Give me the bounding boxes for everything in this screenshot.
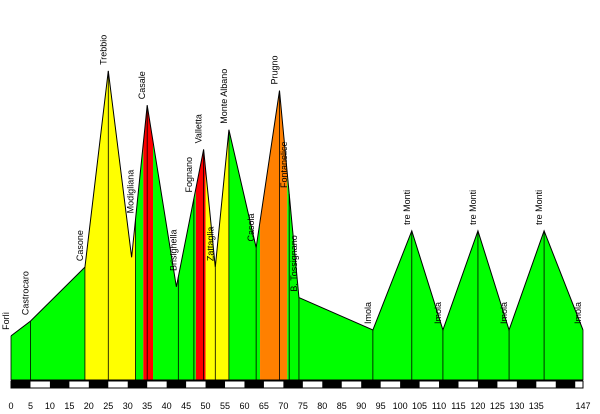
x-tick-label: 0 bbox=[8, 401, 13, 411]
place-label: Monte Albano bbox=[219, 69, 229, 124]
x-tick-label: 40 bbox=[162, 401, 172, 411]
segment-fill-5 bbox=[153, 141, 179, 380]
segment-fill-11 bbox=[279, 90, 288, 380]
segment-fill-7 bbox=[195, 149, 206, 380]
x-tick-label: 50 bbox=[201, 401, 211, 411]
x-tick-label: 70 bbox=[278, 401, 288, 411]
place-guide-lines bbox=[10, 70, 584, 380]
scale-bar-block bbox=[127, 381, 148, 388]
place-label: Fontanelice bbox=[279, 142, 289, 189]
scale-bar-block bbox=[11, 381, 31, 388]
scale-bar-block bbox=[516, 381, 537, 388]
place-label: tre Monti bbox=[534, 190, 544, 225]
place-label: tre Monti bbox=[468, 190, 478, 225]
scale-bar-block bbox=[88, 381, 109, 388]
segment-fill-6 bbox=[178, 188, 196, 380]
scale-bar-block bbox=[166, 381, 187, 388]
x-tick-label: 110 bbox=[432, 401, 446, 411]
x-tick-label: 55 bbox=[220, 401, 230, 411]
x-tick-label: 10 bbox=[45, 401, 55, 411]
x-tick-label: 75 bbox=[298, 401, 308, 411]
x-tick-label: 120 bbox=[470, 401, 485, 411]
scale-bar-block bbox=[400, 381, 420, 388]
x-tick-label: 100 bbox=[393, 401, 408, 411]
segment-fill-12 bbox=[287, 173, 299, 380]
x-tick-label: 85 bbox=[337, 401, 347, 411]
segment-fill-9 bbox=[228, 129, 261, 380]
profile-line bbox=[10, 70, 584, 337]
x-tick-label: 95 bbox=[376, 401, 386, 411]
place-label: Prugno bbox=[269, 55, 279, 84]
x-axis-ticks: 0 5 10 15 20 25 30 35 40 45 50 55 60 65 70 75 80 85 90 95 10… bbox=[8, 401, 590, 411]
place-label: Casone bbox=[75, 230, 85, 261]
x-tick-label: 80 bbox=[317, 401, 327, 411]
place-label: Brisighella bbox=[168, 229, 178, 271]
x-tick-label: 20 bbox=[84, 401, 94, 411]
gradient-segments bbox=[11, 70, 583, 380]
x-tick-label: 130 bbox=[509, 401, 524, 411]
x-tick-label: 25 bbox=[103, 401, 113, 411]
segment-fill-1 bbox=[84, 70, 109, 380]
place-label: Imola bbox=[499, 302, 509, 324]
place-label: Imola bbox=[433, 302, 443, 324]
scale-bar-block bbox=[283, 381, 303, 388]
x-tick-label: 147 bbox=[575, 401, 590, 411]
x-tick-label: 105 bbox=[412, 401, 427, 411]
place-label: Imola bbox=[363, 302, 373, 324]
segment-fill-13 bbox=[298, 230, 583, 380]
segment-fill-2 bbox=[108, 70, 136, 380]
place-label: Casale bbox=[137, 71, 147, 99]
x-tick-label: 35 bbox=[142, 401, 152, 411]
place-label: B. Tossignano bbox=[289, 235, 299, 291]
x-tick-label: 90 bbox=[356, 401, 366, 411]
place-label: Valletta bbox=[194, 114, 204, 143]
x-tick-label: 15 bbox=[64, 401, 74, 411]
scale-bar-block bbox=[322, 381, 342, 388]
place-label: Forlì bbox=[1, 312, 11, 330]
x-tick-label: 60 bbox=[239, 401, 249, 411]
scale-bar-block bbox=[439, 381, 459, 388]
x-tick-label: 30 bbox=[123, 401, 133, 411]
place-label: Trebbio bbox=[98, 35, 108, 65]
place-label: Imola bbox=[573, 302, 583, 324]
x-tick-label: 45 bbox=[181, 401, 191, 411]
place-label: tre Monti bbox=[402, 190, 412, 225]
segment-fill-0 bbox=[11, 267, 85, 380]
segment-fill-10 bbox=[260, 90, 280, 380]
place-label: Casola bbox=[246, 214, 256, 242]
scale-bar-block bbox=[555, 381, 576, 388]
km-scale-bar bbox=[10, 380, 584, 389]
scale-bar-block bbox=[49, 381, 70, 388]
x-tick-label: 115 bbox=[451, 401, 465, 411]
x-tick-label: 125 bbox=[490, 401, 505, 411]
x-tick-label: 5 bbox=[28, 401, 33, 411]
place-label: Zattaglia bbox=[205, 227, 215, 262]
profile-outline bbox=[10, 70, 584, 381]
segment-fill-4 bbox=[143, 105, 154, 380]
scale-bar-block bbox=[361, 381, 381, 388]
place-label: Castrocaro bbox=[20, 271, 30, 315]
place-label: Fognano bbox=[184, 157, 194, 193]
x-tick-label: 135 bbox=[529, 401, 544, 411]
scale-bar-block bbox=[477, 381, 498, 388]
place-labels: Forlì Castrocaro Casone Trebbio Modigliana Ca… bbox=[1, 35, 583, 330]
place-label: Modigliana bbox=[126, 170, 136, 214]
scale-bar-block bbox=[244, 381, 264, 388]
x-tick-label: 65 bbox=[259, 401, 269, 411]
scale-bar-block bbox=[205, 381, 226, 388]
